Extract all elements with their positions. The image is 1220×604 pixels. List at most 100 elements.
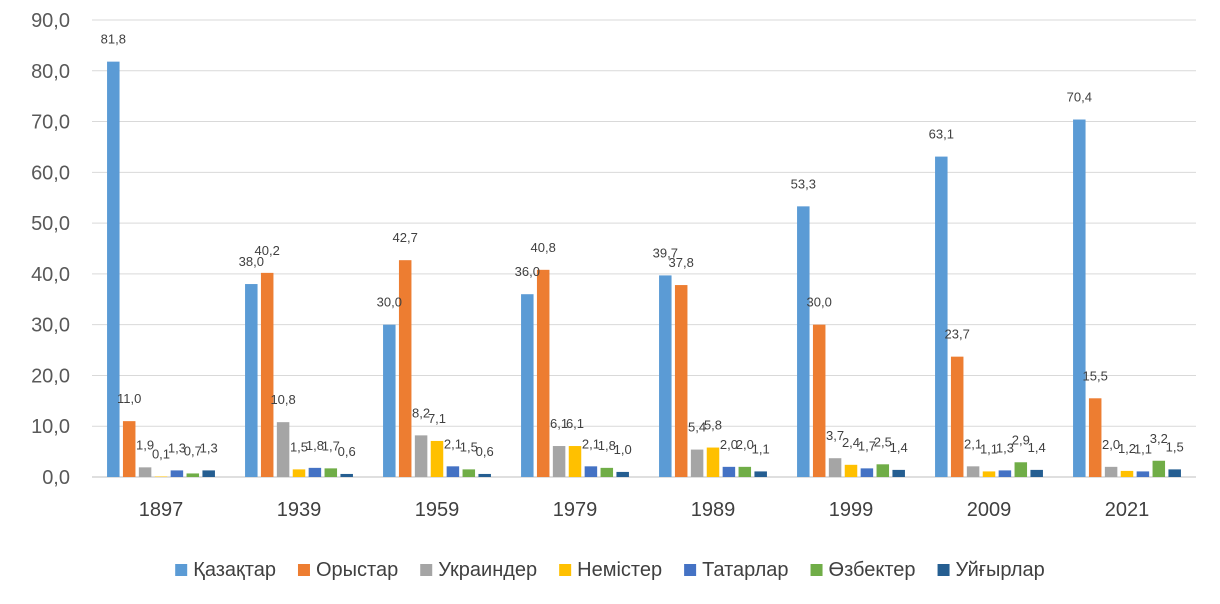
legend-item: Орыстар: [297, 559, 398, 581]
y-tick-label: 30,0: [31, 315, 70, 337]
bar: [797, 206, 810, 478]
data-label: 40,2: [255, 243, 280, 258]
data-label: 1,8: [598, 438, 616, 453]
data-label: 0,7: [184, 443, 202, 458]
data-label: 5,8: [704, 418, 722, 433]
bar: [324, 468, 338, 477]
bar: [722, 466, 736, 477]
bar: [552, 446, 566, 477]
data-label: 37,8: [669, 255, 694, 270]
data-label: 1,4: [1028, 440, 1046, 455]
data-label: 39,7: [653, 245, 678, 260]
x-tick-label: 2021: [1105, 499, 1150, 521]
bar: [521, 294, 534, 477]
bar: [1030, 469, 1043, 477]
y-tick-label: 40,0: [31, 264, 70, 286]
legend-label: Немістер: [577, 559, 662, 581]
data-label: 2,5: [874, 434, 892, 449]
legend-item: Уйғырлар: [937, 559, 1045, 581]
data-label: 70,4: [1067, 90, 1092, 105]
data-label: 3,7: [826, 428, 844, 443]
x-tick-label: 1979: [553, 499, 598, 521]
data-label: 1,1: [1134, 441, 1152, 456]
x-tick-label: 2009: [967, 499, 1012, 521]
data-label: 63,1: [929, 127, 954, 142]
data-label: 11,0: [117, 391, 141, 406]
y-tick-label: 0,0: [42, 467, 70, 489]
legend: Қазақтар Орыстар Украиндер Немістер Татарлар…: [175, 559, 1045, 581]
x-tick-label: 1999: [829, 499, 874, 521]
data-label: 1,1: [980, 441, 998, 456]
legend-item: Немістер: [559, 559, 662, 581]
y-tick-label: 70,0: [31, 112, 70, 134]
bar: [462, 469, 476, 477]
data-label: 8,2: [412, 405, 430, 420]
gridlines: [92, 19, 1196, 478]
data-label: 10,8: [270, 392, 295, 407]
y-tick-label: 20,0: [31, 365, 70, 387]
bar: [844, 464, 858, 477]
data-label: 2,1: [444, 436, 462, 451]
data-label: 2,4: [842, 435, 860, 450]
data-label: 1,5: [290, 439, 308, 454]
legend-label: Қазақтар: [193, 559, 276, 581]
data-label: 1,9: [136, 437, 154, 452]
bar: [430, 440, 444, 477]
legend-label: Татарлар: [702, 559, 788, 581]
bar: [568, 446, 582, 477]
bar: [245, 284, 258, 477]
bar: [935, 156, 948, 477]
data-label: 2,0: [1102, 437, 1120, 452]
data-label: 2,1: [964, 436, 982, 451]
bar: [308, 467, 322, 477]
legend-item: Украиндер: [420, 559, 537, 581]
bar: [998, 470, 1012, 477]
bar: [1088, 398, 1102, 477]
data-label: 1,3: [200, 440, 218, 455]
bar: [1136, 471, 1150, 477]
y-tick-label: 90,0: [31, 10, 70, 32]
bar: [1120, 470, 1134, 477]
bar: [674, 285, 688, 477]
data-label: 40,8: [531, 240, 556, 255]
legend-swatch: [937, 564, 950, 576]
data-label: 15,5: [1083, 368, 1108, 383]
data-label: 1,4: [890, 440, 908, 455]
bar: [1073, 119, 1086, 477]
bar: [950, 356, 964, 477]
data-label: 0,1: [152, 446, 170, 461]
data-label: 81,8: [101, 32, 126, 47]
data-label: 30,0: [807, 295, 832, 310]
data-label: 2,0: [736, 437, 754, 452]
bar: [860, 468, 874, 477]
bar: [107, 61, 120, 477]
data-label: 1,5: [1166, 439, 1184, 454]
legend-swatch: [420, 564, 433, 576]
bar: [154, 476, 168, 477]
data-label: 42,7: [393, 230, 418, 245]
legend-label: Орыстар: [316, 559, 398, 581]
y-axis-ticks: 0,0 10,0 20,0 30,0 40,0 50,0 60,0 70,0 80,0 90,0: [31, 10, 70, 489]
x-tick-label: 1939: [277, 499, 322, 521]
data-labels: 81,811,01,90,11,30,71,338,040,210,81,51,…: [101, 32, 1184, 462]
data-label: 0,6: [338, 444, 356, 459]
data-label: 5,4: [688, 420, 706, 435]
bar: [659, 275, 672, 477]
x-tick-label: 1959: [415, 499, 460, 521]
bar: [276, 422, 290, 477]
bar: [828, 458, 842, 477]
data-label: 36,0: [515, 264, 540, 279]
bar: [138, 467, 152, 477]
bar: [1014, 462, 1028, 477]
bar: [812, 324, 826, 477]
bar: [966, 466, 980, 477]
legend-item: Өзбектер: [810, 559, 916, 581]
x-tick-label: 1897: [139, 499, 184, 521]
data-label: 2,0: [720, 437, 738, 452]
y-tick-label: 10,0: [31, 416, 70, 438]
data-label: 7,1: [428, 411, 446, 426]
bar: [892, 469, 905, 477]
legend-item: Татарлар: [684, 559, 789, 581]
legend-label: Украиндер: [438, 559, 537, 581]
